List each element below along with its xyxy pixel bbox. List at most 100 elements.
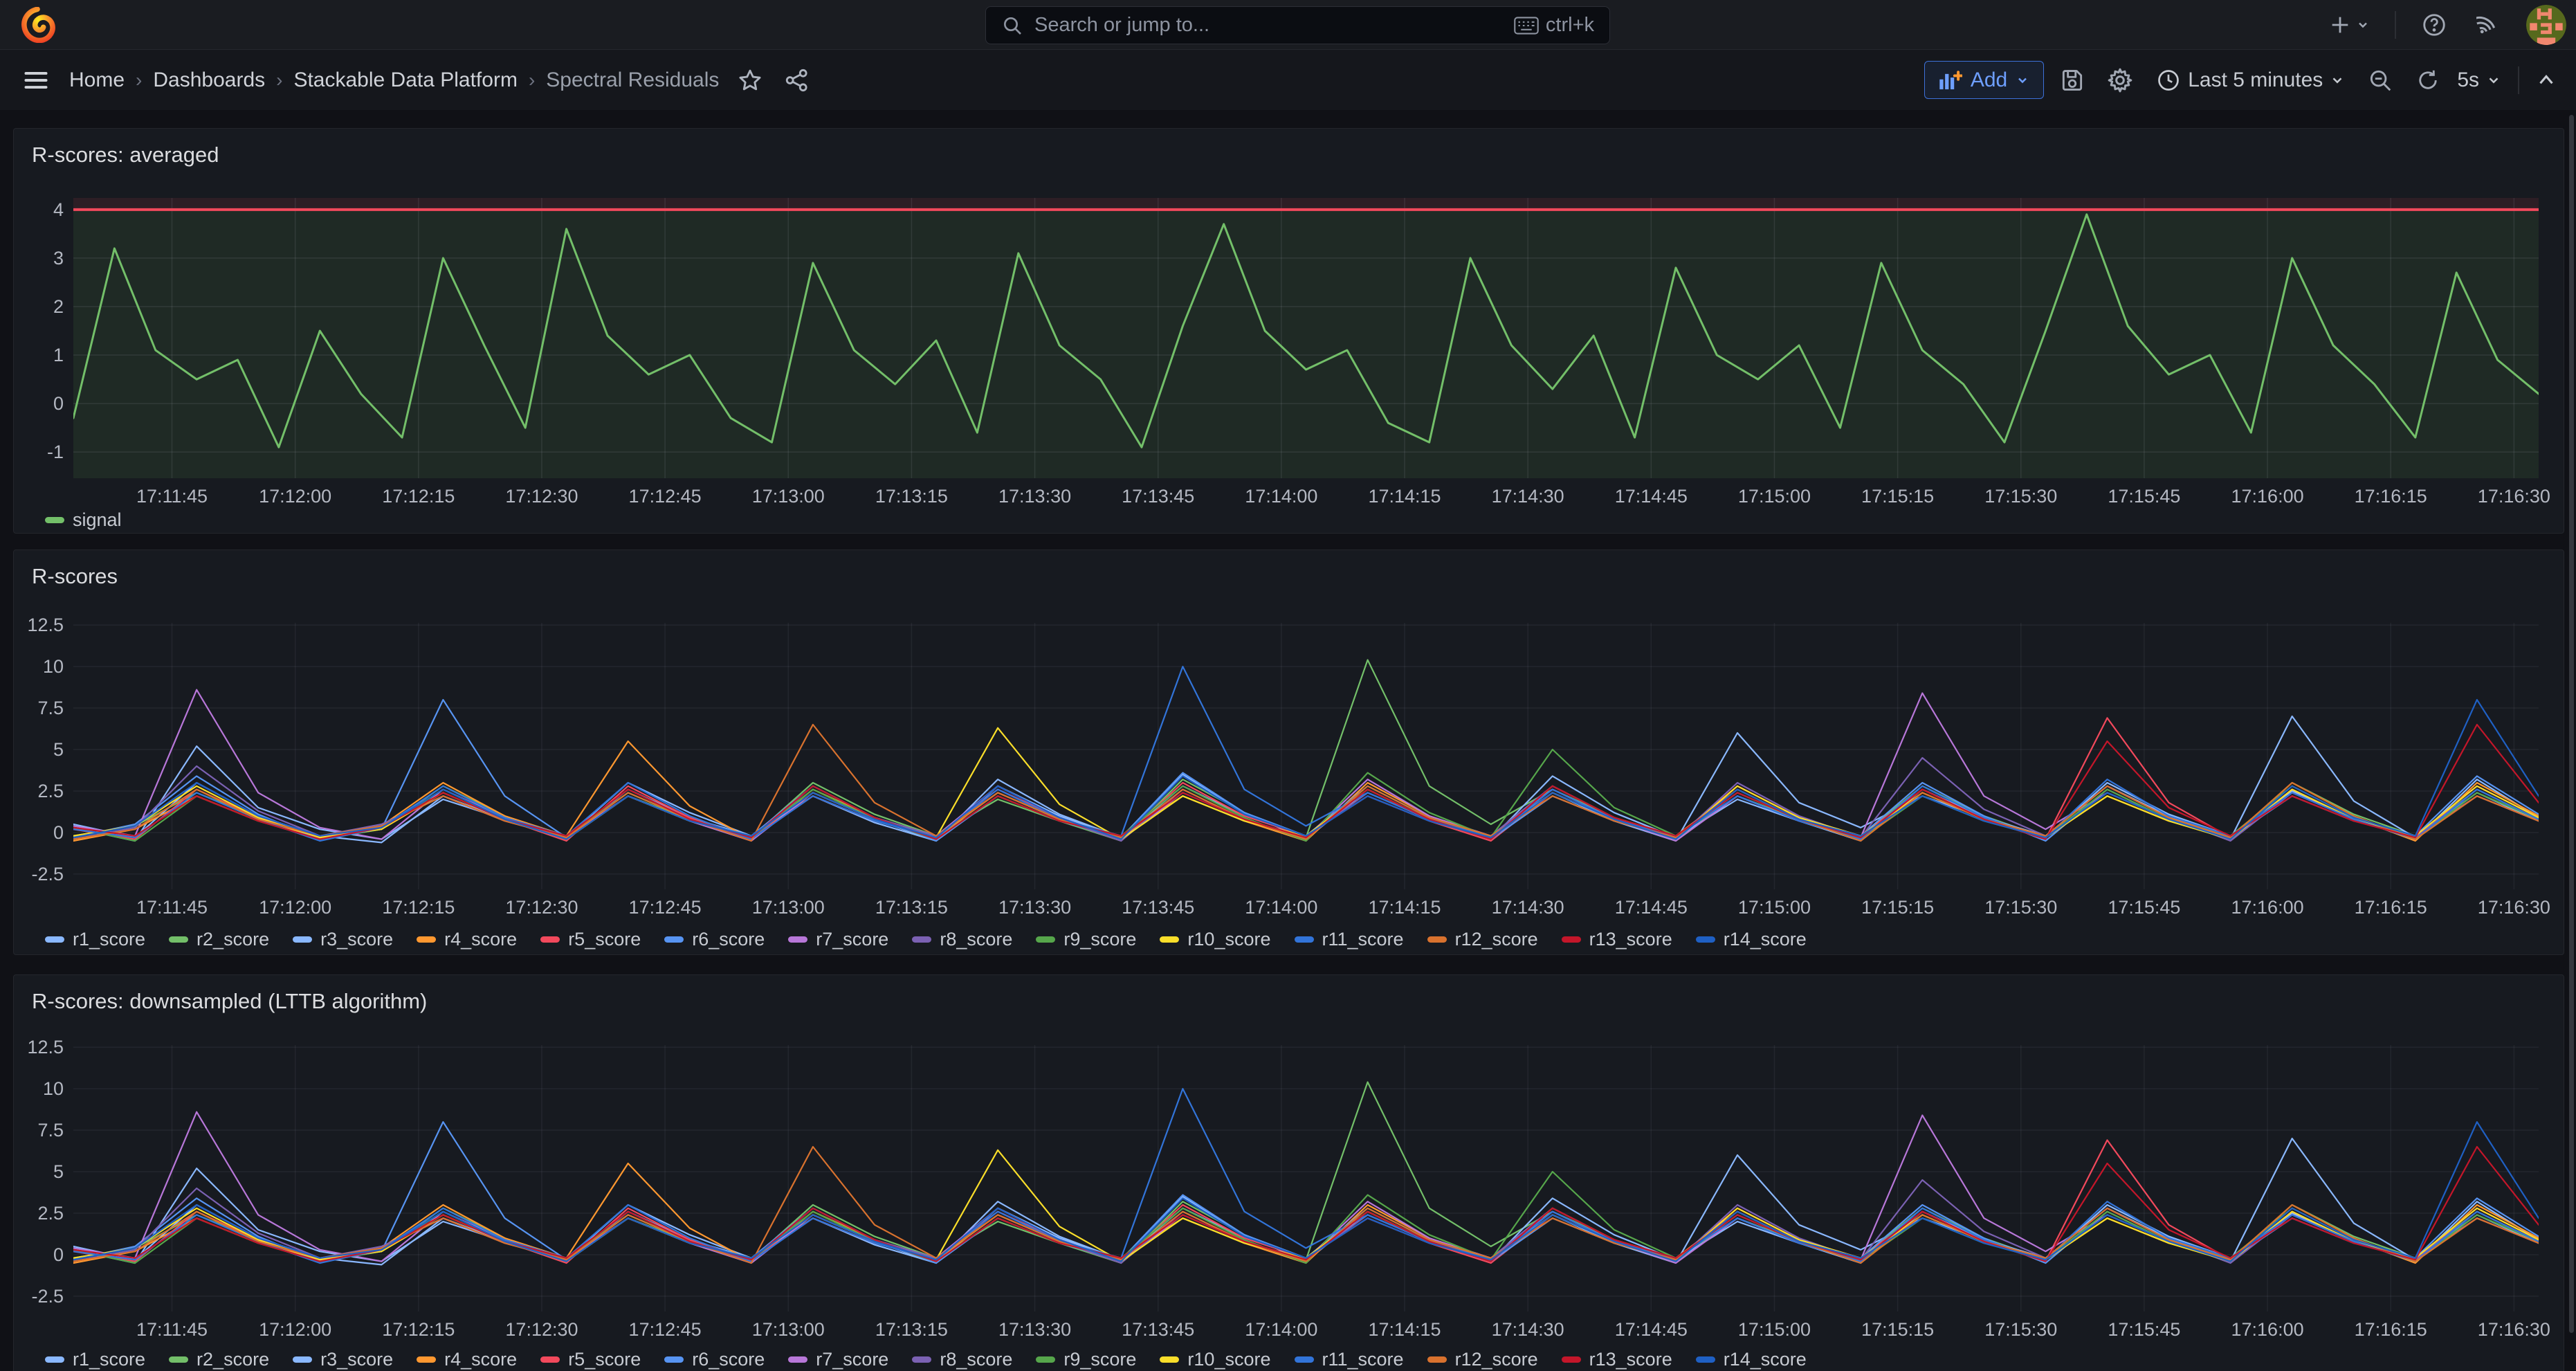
- x-axis-tick-label: 17:12:00: [233, 485, 358, 507]
- help-icon: [2421, 12, 2447, 38]
- legend-label: r2_score: [197, 929, 269, 950]
- refresh-button[interactable]: [2409, 62, 2447, 98]
- legend-item-r2_score[interactable]: r2_score: [169, 929, 269, 950]
- rss-icon: [2476, 12, 2501, 37]
- legend-item-r1_score[interactable]: r1_score: [45, 929, 145, 950]
- user-avatar[interactable]: [2526, 5, 2566, 45]
- x-axis-tick-label: 17:11:45: [110, 896, 235, 918]
- legend-item-r13_score[interactable]: r13_score: [1562, 929, 1672, 950]
- x-axis-tick-label: 17:15:30: [1959, 896, 2083, 918]
- x-axis-tick-label: 17:14:15: [1342, 485, 1467, 507]
- legend-item-r8_score[interactable]: r8_score: [912, 1349, 1012, 1370]
- zoom-out-button[interactable]: [2362, 62, 2399, 99]
- collapse-toolbar-button[interactable]: [2529, 63, 2564, 98]
- news-button[interactable]: [2472, 8, 2505, 42]
- search-input[interactable]: Search or jump to... ctrl+k: [985, 6, 1610, 44]
- add-button[interactable]: Add: [1924, 61, 2044, 99]
- timeseries-chart-downsampled[interactable]: 12.5107.552.50-2.517:11:4517:12:0017:12:…: [14, 975, 2564, 1371]
- legend-item-signal[interactable]: signal: [45, 509, 122, 531]
- legend-item-r12_score[interactable]: r12_score: [1427, 929, 1538, 950]
- legend-item-r3_score[interactable]: r3_score: [293, 929, 393, 950]
- legend-swatch: [293, 936, 312, 943]
- grafana-logo[interactable]: [19, 7, 55, 43]
- time-range-label: Last 5 minutes: [2188, 69, 2323, 92]
- legend-item-r5_score[interactable]: r5_score: [540, 1349, 641, 1370]
- x-axis-tick-label: 17:12:15: [356, 896, 481, 918]
- legend-item-r2_score[interactable]: r2_score: [169, 1349, 269, 1370]
- x-axis-tick-label: 17:12:15: [356, 1318, 481, 1341]
- chart-canvas[interactable]: [73, 623, 2539, 889]
- legend-label: r13_score: [1589, 1349, 1672, 1370]
- chevron-down-icon: [2486, 73, 2501, 88]
- x-axis-tick-label: 17:13:00: [726, 896, 850, 918]
- x-axis-tick-label: 17:12:00: [233, 896, 358, 918]
- menu-button[interactable]: [18, 64, 54, 96]
- breadcrumb-folder[interactable]: Stackable Data Platform: [293, 69, 517, 92]
- y-axis-tick-label: 10: [1, 1078, 64, 1100]
- legend-swatch: [169, 936, 188, 943]
- clock-icon: [2156, 68, 2181, 93]
- legend-item-r12_score[interactable]: r12_score: [1427, 1349, 1538, 1370]
- legend-item-r4_score[interactable]: r4_score: [417, 1349, 517, 1370]
- top-nav-bar: Search or jump to... ctrl+k: [0, 0, 2576, 50]
- x-axis-tick-label: 17:15:00: [1712, 1318, 1836, 1341]
- breadcrumb-dashboards[interactable]: Dashboards: [153, 69, 265, 92]
- legend-item-r11_score[interactable]: r11_score: [1295, 929, 1404, 950]
- x-axis-tick-label: 17:16:15: [2328, 896, 2453, 918]
- save-dashboard-button[interactable]: [2054, 62, 2091, 99]
- share-button[interactable]: [778, 62, 816, 99]
- threshold-region-above: [73, 198, 2539, 210]
- x-axis-tick-label: 17:16:00: [2205, 485, 2330, 507]
- legend-label: r10_score: [1187, 929, 1270, 950]
- page-scrollbar[interactable]: [2569, 115, 2574, 1333]
- legend-swatch: [1562, 1356, 1581, 1363]
- legend-swatch: [293, 1356, 312, 1363]
- chart-canvas[interactable]: [73, 1045, 2539, 1311]
- time-range-picker[interactable]: Last 5 minutes: [2149, 62, 2352, 98]
- dashboard-settings-button[interactable]: [2101, 61, 2139, 100]
- chart-canvas[interactable]: [73, 198, 2539, 478]
- star-icon: [737, 67, 763, 93]
- x-axis-tick-label: 17:12:30: [479, 896, 604, 918]
- legend-item-r6_score[interactable]: r6_score: [664, 1349, 765, 1370]
- legend-item-r7_score[interactable]: r7_score: [788, 1349, 888, 1370]
- legend-swatch: [1036, 1356, 1055, 1363]
- new-dropdown-button[interactable]: [2324, 9, 2374, 41]
- breadcrumb-home[interactable]: Home: [69, 69, 125, 92]
- timeseries-chart-rscores[interactable]: 12.5107.552.50-2.517:11:4517:12:0017:12:…: [14, 550, 2564, 954]
- legend-swatch: [912, 1356, 931, 1363]
- legend-item-r14_score[interactable]: r14_score: [1696, 929, 1807, 950]
- legend-item-r14_score[interactable]: r14_score: [1696, 1349, 1807, 1370]
- favorite-button[interactable]: [731, 62, 769, 99]
- x-axis-tick-label: 17:13:45: [1096, 1318, 1221, 1341]
- legend-item-r10_score[interactable]: r10_score: [1160, 929, 1270, 950]
- legend-item-r9_score[interactable]: r9_score: [1036, 1349, 1136, 1370]
- chevron-down-icon: [2016, 73, 2029, 87]
- x-axis-tick-label: 17:12:45: [603, 896, 727, 918]
- legend-item-r4_score[interactable]: r4_score: [417, 929, 517, 950]
- refresh-interval-dropdown[interactable]: 5s: [2450, 63, 2508, 98]
- y-axis-tick-label: 0: [1, 821, 64, 844]
- chart-legend: signal: [45, 509, 122, 531]
- legend-item-r11_score[interactable]: r11_score: [1295, 1349, 1404, 1370]
- legend-item-r8_score[interactable]: r8_score: [912, 929, 1012, 950]
- y-axis-tick-label: 4: [1, 199, 64, 221]
- legend-item-r6_score[interactable]: r6_score: [664, 929, 765, 950]
- legend-label: r12_score: [1455, 929, 1538, 950]
- legend-item-r5_score[interactable]: r5_score: [540, 929, 641, 950]
- legend-item-r9_score[interactable]: r9_score: [1036, 929, 1136, 950]
- help-button[interactable]: [2417, 8, 2451, 42]
- legend-item-r1_score[interactable]: r1_score: [45, 1349, 145, 1370]
- legend-item-r10_score[interactable]: r10_score: [1160, 1349, 1270, 1370]
- legend-swatch: [45, 936, 64, 943]
- legend-item-r13_score[interactable]: r13_score: [1562, 1349, 1672, 1370]
- chevron-down-icon: [2356, 18, 2370, 32]
- y-axis-tick-label: 0: [1, 1244, 64, 1266]
- legend-swatch: [540, 1356, 560, 1363]
- x-axis-tick-label: 17:14:45: [1589, 485, 1713, 507]
- legend-label: r7_score: [816, 929, 888, 950]
- x-axis-tick-label: 17:15:45: [2082, 1318, 2207, 1341]
- legend-item-r3_score[interactable]: r3_score: [293, 1349, 393, 1370]
- legend-item-r7_score[interactable]: r7_score: [788, 929, 888, 950]
- timeseries-chart-averaged[interactable]: 43210-117:11:4517:12:0017:12:1517:12:301…: [14, 129, 2564, 533]
